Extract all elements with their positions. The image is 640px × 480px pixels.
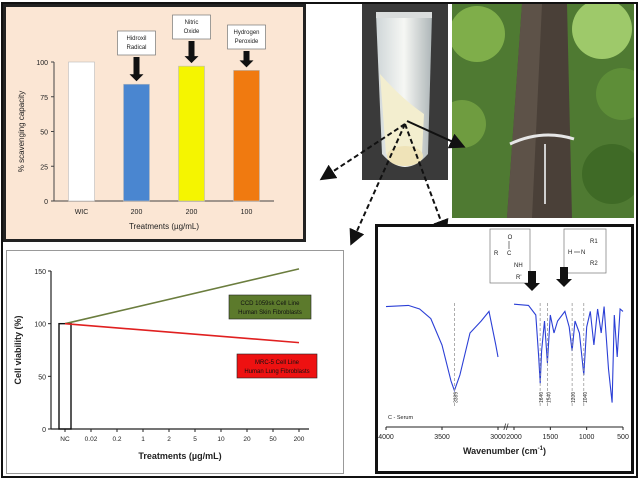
annotation-box — [172, 14, 211, 40]
annotation-text: Hidroxil — [126, 36, 146, 42]
structure-atom: NH — [514, 263, 523, 269]
x-tick-label: 3000 — [490, 434, 506, 441]
arrow-to-tree — [406, 120, 466, 149]
x-tick-label: 100 — [241, 209, 253, 216]
structure-atom: N — [581, 250, 585, 256]
x-tick-label: WIC — [75, 209, 89, 216]
sample-label: C - Serum — [388, 415, 413, 421]
spectrum-trace — [513, 303, 624, 403]
y-tick-label: 75 — [40, 95, 48, 102]
legend-red-box — [236, 353, 318, 379]
structure-atom: O — [508, 235, 513, 241]
annotation-text: Hydrogen — [233, 30, 259, 36]
x-tick-label: 0.2 — [112, 436, 121, 443]
x-tick-label: 200 — [131, 209, 143, 216]
down-arrow-icon — [184, 41, 199, 64]
annotation-box — [227, 24, 266, 50]
x-tick-label: 10 — [217, 436, 225, 443]
x-tick-label: 4000 — [378, 434, 394, 441]
x-tick-label: NC — [60, 436, 70, 443]
latex-tube-photo — [362, 4, 448, 180]
annotation-text: Oxide — [184, 29, 200, 35]
cell-viability-panel: 0 50 100 150 NC 0.02 0.2 1 2 5 10 20 50 200 CCD 1059sk… — [6, 250, 344, 474]
y-axis-title: % scavenging capacity — [17, 91, 26, 172]
ftir-panel: 4000 3500 3000 2000 1500 1000 500 // 3389 1640 154… — [375, 224, 634, 474]
x-tick-label: 1 — [141, 436, 145, 443]
structure-atom: R' — [516, 275, 521, 281]
bar — [178, 65, 205, 202]
series-line — [64, 268, 300, 325]
structure-atom: H — [568, 250, 572, 256]
scavenging-bar-panel: 0 25 50 75 100 WIC 200 Hidroxil Radical 200 Nitric… — [3, 4, 306, 242]
x-tick-label: 200 — [186, 209, 198, 216]
down-arrow-icon — [556, 267, 572, 287]
structure-atom: R1 — [590, 239, 598, 245]
legend-red-text: MRC-5 Cell Line — [255, 360, 300, 366]
annotation-text: Radical — [126, 45, 146, 51]
x-tick-label: 2 — [167, 436, 171, 443]
spectrum-trace — [385, 304, 499, 393]
bar — [233, 70, 260, 202]
x-tick-label: 5 — [193, 436, 197, 443]
y-tick-label: 25 — [40, 164, 48, 171]
bar — [68, 61, 95, 202]
y-tick-label: 50 — [40, 130, 48, 137]
nc-bar — [58, 322, 72, 430]
tube-illustration — [362, 4, 448, 180]
ftir-spectrum-chart: 4000 3500 3000 2000 1500 1000 500 // 3389 1640 154… — [378, 228, 629, 456]
legend-red-text: Human Lung Fibroblasts — [244, 369, 309, 375]
amide-structure-box — [489, 228, 531, 284]
rubber-tree-photo — [452, 4, 634, 218]
x-axis-title: Treatments (µg/mL) — [129, 222, 199, 231]
x-axis-title: Treatments (µg/mL) — [138, 451, 221, 461]
y-tick-label: 100 — [36, 60, 48, 67]
structure-atom: R2 — [590, 261, 598, 267]
peak-label: 1040 — [583, 392, 589, 403]
y-axis-title: Cell viability (%) — [13, 315, 23, 384]
peak-label: 1640 — [539, 392, 545, 403]
x-tick-label: 20 — [243, 436, 251, 443]
y-tick-label: 50 — [38, 374, 46, 381]
peak-label: 3389 — [453, 392, 459, 403]
down-arrow-icon — [524, 271, 540, 291]
structure-atom: R — [494, 251, 499, 257]
peak-label: 1540 — [546, 392, 552, 403]
arrow-to-line-chart — [349, 123, 406, 246]
peak-label: 1200 — [571, 392, 577, 403]
x-tick-label: 50 — [269, 436, 277, 443]
y-tick-label: 0 — [42, 427, 46, 434]
down-arrow-icon — [129, 57, 144, 82]
tree-illustration — [452, 4, 634, 218]
axis-break-mark: // — [503, 422, 509, 432]
x-tick-label: 2000 — [506, 434, 522, 441]
cell-viability-chart: 0 50 100 150 NC 0.02 0.2 1 2 5 10 20 50 200 CCD 1059sk… — [13, 268, 318, 461]
structure-atom: C — [507, 251, 512, 257]
x-axis-title: Wavenumber (cm-1) — [463, 446, 546, 456]
y-tick-label: 150 — [34, 269, 46, 276]
series-line — [64, 322, 300, 344]
x-tick-label: 1500 — [543, 434, 559, 441]
annotation-box — [117, 30, 156, 56]
y-tick-label: 0 — [44, 199, 48, 206]
x-tick-label: 3500 — [434, 434, 450, 441]
legend-green-text: Human Skin Fibroblasts — [238, 310, 302, 316]
amine-structure-box — [563, 228, 607, 274]
annotation-text: Nitric — [185, 20, 199, 26]
down-arrow-icon — [239, 51, 254, 68]
arrow-to-ftir — [404, 123, 449, 236]
x-tick-label: 0.02 — [85, 436, 98, 443]
annotation-text: Peroxide — [235, 39, 259, 45]
x-tick-label: 200 — [294, 436, 305, 443]
x-tick-label: 1000 — [579, 434, 595, 441]
scavenging-bar-chart: 0 25 50 75 100 WIC 200 Hidroxil Radical 200 Nitric… — [17, 14, 274, 231]
legend-green-text: CCD 1059sk Cell Line — [240, 301, 300, 307]
bar — [123, 83, 150, 202]
arrow-to-bar-chart — [319, 123, 406, 181]
legend-green-box — [228, 294, 312, 320]
x-tick-label: 500 — [617, 434, 629, 441]
y-tick-label: 100 — [34, 322, 46, 329]
